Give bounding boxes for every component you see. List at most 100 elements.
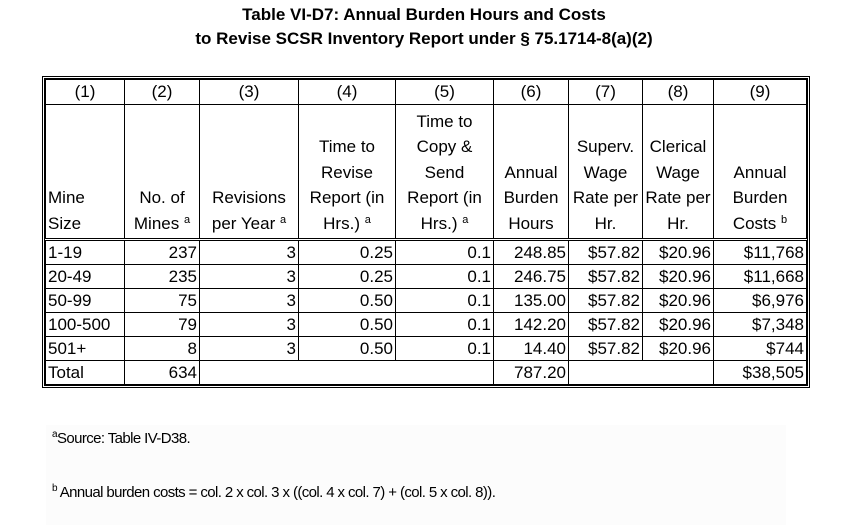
column-number: (6) [493, 79, 569, 105]
column-number: (9) [713, 79, 807, 105]
table-cell: 0.1 [395, 239, 494, 265]
table-cell: 1-19 [45, 239, 125, 265]
column-number-row: (1) (2) (3) (4) (5) (6) (7) (8) (9) [45, 79, 807, 105]
table-cell: $20.96 [642, 239, 714, 265]
footnote-b: b Annual burden costs = col. 2 x col. 3 … [52, 483, 496, 502]
column-header-label: Revisions per Year [211, 188, 286, 233]
column-header: Annual Burden Costs b [713, 104, 807, 240]
table-cell: 50-99 [45, 288, 125, 313]
table-cell: $57.82 [568, 336, 643, 361]
table-row: 100-500 79 3 0.50 0.1 142.20 $57.82 $20.96 $7,34… [45, 312, 807, 337]
table-cell: 3 [199, 336, 299, 361]
column-header-label: Mine Size [48, 188, 85, 233]
column-number: (2) [124, 79, 200, 105]
table-cell: $11,768 [713, 239, 807, 265]
table-cell: 142.20 [493, 312, 569, 337]
table-cell: $20.96 [642, 312, 714, 337]
table-cell: $6,976 [713, 288, 807, 313]
table-cell: 3 [199, 288, 299, 313]
table-cell: 20-49 [45, 264, 125, 289]
column-header-label: Annual Burden Costs [732, 162, 788, 233]
footnote-mark: a [462, 213, 469, 226]
column-number: (8) [642, 79, 714, 105]
total-label: Total [45, 360, 125, 385]
total-blank [199, 360, 494, 385]
table-cell: 100-500 [45, 312, 125, 337]
table-cell: 3 [199, 312, 299, 337]
total-blank [568, 360, 714, 385]
total-mines: 634 [124, 360, 200, 385]
footnote-mark: a [183, 213, 191, 226]
table-cell: 0.1 [395, 264, 494, 289]
column-number: (3) [199, 79, 299, 105]
column-header-label: Time to Revise Report (in Hrs.) [309, 137, 385, 233]
table-cell: 246.75 [493, 264, 569, 289]
footnote-mark: b [52, 483, 58, 494]
footnotes-area [46, 425, 786, 525]
table-cell: 3 [199, 239, 299, 265]
table-cell: 0.1 [395, 288, 494, 313]
table-cell: $20.96 [642, 336, 714, 361]
column-header: No. of Mines a [124, 104, 200, 240]
table-cell: 3 [199, 264, 299, 289]
table-cell: 0.25 [298, 264, 396, 289]
table-cell: $11,668 [713, 264, 807, 289]
total-costs: $38,505 [713, 360, 807, 385]
column-header-label: Annual Burden Hours [503, 162, 559, 233]
table-row: 20-49 235 3 0.25 0.1 246.75 $57.82 $20.96 $11,66… [45, 264, 807, 289]
table-cell: $744 [713, 336, 807, 361]
table-cell: 0.50 [298, 288, 396, 313]
table-title-line2: to Revise SCSR Inventory Report under § … [195, 29, 653, 48]
column-header-label: No. of Mines [133, 188, 185, 233]
table-cell: 0.50 [298, 312, 396, 337]
table-cell: 501+ [45, 336, 125, 361]
table-cell: 14.40 [493, 336, 569, 361]
table-cell: 0.1 [395, 312, 494, 337]
burden-table-frame: (1) (2) (3) (4) (5) (6) (7) (8) (9) Mine Size No.… [42, 76, 810, 388]
footnote-text: Source: Table IV-D38. [56, 430, 191, 447]
table-row: 50-99 75 3 0.50 0.1 135.00 $57.82 $20.96 $6,976 [45, 288, 807, 313]
table-cell: $20.96 [642, 264, 714, 289]
table-cell: $57.82 [568, 264, 643, 289]
column-header: Revisions per Year a [199, 104, 299, 240]
column-number: (4) [298, 79, 396, 105]
column-header: Time to Revise Report (in Hrs.) a [298, 104, 396, 240]
table-cell: $57.82 [568, 312, 643, 337]
footnote-text: Annual burden costs = col. 2 x col. 3 x … [59, 484, 496, 501]
table-cell: 75 [124, 288, 200, 313]
total-row: Total 634 787.20 $38,505 [45, 360, 807, 385]
column-header: Superv. Wage Rate per Hr. [568, 104, 643, 240]
table-cell: 0.25 [298, 239, 396, 265]
footnote-mark: b [781, 213, 788, 226]
column-number: (1) [45, 79, 125, 105]
table-cell: 79 [124, 312, 200, 337]
footnote-mark: a [364, 213, 371, 226]
table-cell: $57.82 [568, 239, 643, 265]
column-number: (5) [395, 79, 494, 105]
table-title-line1: Table VI-D7: Annual Burden Hours and Cos… [242, 5, 606, 24]
column-header: Clerical Wage Rate per Hr. [642, 104, 714, 240]
column-header-label: Time to Copy & Send Report (in Hrs.) [407, 111, 482, 233]
column-header-label: Clerical Wage Rate per Hr. [645, 137, 711, 233]
table-row: 501+ 8 3 0.50 0.1 14.40 $57.82 $20.96 $744 [45, 336, 807, 361]
table-cell: 135.00 [493, 288, 569, 313]
column-header: Annual Burden Hours [493, 104, 569, 240]
burden-table: (1) (2) (3) (4) (5) (6) (7) (8) (9) Mine Size No.… [45, 79, 807, 385]
column-header-label: Superv. Wage Rate per Hr. [572, 137, 639, 233]
table-cell: 8 [124, 336, 200, 361]
table-cell: 0.1 [395, 336, 494, 361]
table-row: 1-19 237 3 0.25 0.1 248.85 $57.82 $20.96 $11,768 [45, 239, 807, 265]
table-cell: 235 [124, 264, 200, 289]
footnote-a: aSource: Table IV-D38. [52, 429, 191, 448]
column-header-row: Mine Size No. of Mines a Revisions per Yea… [45, 104, 807, 240]
column-number: (7) [568, 79, 643, 105]
table-cell: $7,348 [713, 312, 807, 337]
footnote-mark: a [279, 213, 287, 226]
table-cell: $20.96 [642, 288, 714, 313]
footnote-mark: a [52, 429, 58, 440]
total-hours: 787.20 [493, 360, 569, 385]
table-cell: 0.50 [298, 336, 396, 361]
table-cell: $57.82 [568, 288, 643, 313]
table-cell: 237 [124, 239, 200, 265]
table-cell: 248.85 [493, 239, 569, 265]
